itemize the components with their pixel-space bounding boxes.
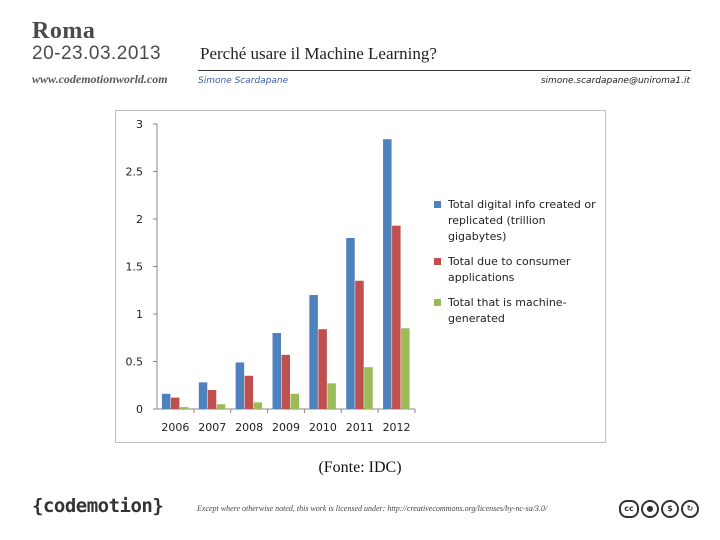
cc-sa-icon: ↻ (681, 500, 699, 518)
event-dates: 20-23.03.2013 (32, 43, 162, 64)
author-name: Simone Scardapane (198, 76, 289, 86)
bar-series1 (309, 295, 318, 409)
cc-nc-icon: $ (661, 500, 679, 518)
legend-swatch (434, 258, 441, 265)
bar-series1 (272, 333, 281, 409)
bar-series2 (355, 280, 364, 409)
title-divider (198, 70, 691, 71)
chart-area: 0 0.5 1 1.5 2 2.5 3 2006 2007 2008 2009 2010 2011 201… (115, 110, 606, 443)
bar-series2 (318, 329, 327, 409)
x-tick-label: 2011 (346, 421, 374, 434)
x-tick-label: 2007 (198, 421, 226, 434)
y-tick-label: 1 (136, 308, 143, 321)
bar-series3 (290, 393, 299, 409)
y-tick-label: 2 (136, 213, 143, 226)
bar-series1 (161, 393, 171, 409)
bar-series3 (364, 367, 373, 409)
author-email: simone.scardapane@uniroma1.it (540, 76, 690, 86)
legend-label: Total due to consumer applications (448, 255, 571, 284)
bar-series1 (383, 139, 392, 409)
legend-item: Total that is machine-generated (434, 295, 599, 327)
x-tick-label: 2008 (235, 421, 263, 434)
y-tick-label: 0 (136, 403, 143, 416)
bar-series2 (392, 225, 401, 409)
bar-series3 (253, 402, 263, 409)
event-city: Roma (32, 18, 96, 44)
y-tick-label: 3 (136, 118, 143, 131)
legend-swatch (434, 201, 441, 208)
bar-series3 (327, 383, 336, 409)
x-tick-label: 2006 (161, 421, 189, 434)
x-tick-label: 2010 (309, 421, 337, 434)
event-url: www.codemotionworld.com (32, 72, 168, 86)
x-tick-label: 2012 (383, 421, 411, 434)
x-tick-label: 2009 (272, 421, 300, 434)
bar-series2 (244, 375, 254, 409)
chart-legend: Total digital info created or replicated… (434, 197, 599, 336)
cc-license-badge: cc ● $ ↻ (619, 500, 699, 518)
bar-series3 (216, 404, 226, 409)
codemotion-logo: {codemotion} (32, 495, 164, 517)
legend-item: Total due to consumer applications (434, 254, 599, 286)
bar-series3 (401, 328, 410, 409)
bar-series1 (346, 238, 355, 409)
legend-label: Total digital info created or replicated… (448, 198, 596, 243)
bar-series1 (235, 362, 245, 409)
bar-series1 (198, 382, 208, 409)
source-caption: (Fonte: IDC) (318, 459, 402, 476)
legend-swatch (434, 299, 441, 306)
bar-chart: 0 0.5 1 1.5 2 2.5 3 2006 2007 2008 2009 2010 2011 201… (126, 118, 416, 434)
y-tick-label: 2.5 (126, 166, 144, 179)
slide-title: Perché usare il Machine Learning? (200, 44, 437, 63)
legend-item: Total digital info created or replicated… (434, 197, 599, 245)
y-tick-label: 1.5 (126, 261, 144, 274)
bar-series2 (281, 354, 290, 409)
cc-icon: cc (619, 500, 639, 518)
bar-series3 (179, 407, 189, 409)
cc-by-icon: ● (641, 500, 659, 518)
bar-series2 (207, 390, 217, 409)
bar-series2 (170, 397, 180, 409)
legend-label: Total that is machine-generated (448, 296, 567, 325)
license-text: Except where otherwise noted, this work … (197, 504, 548, 513)
y-tick-label: 0.5 (126, 356, 144, 369)
